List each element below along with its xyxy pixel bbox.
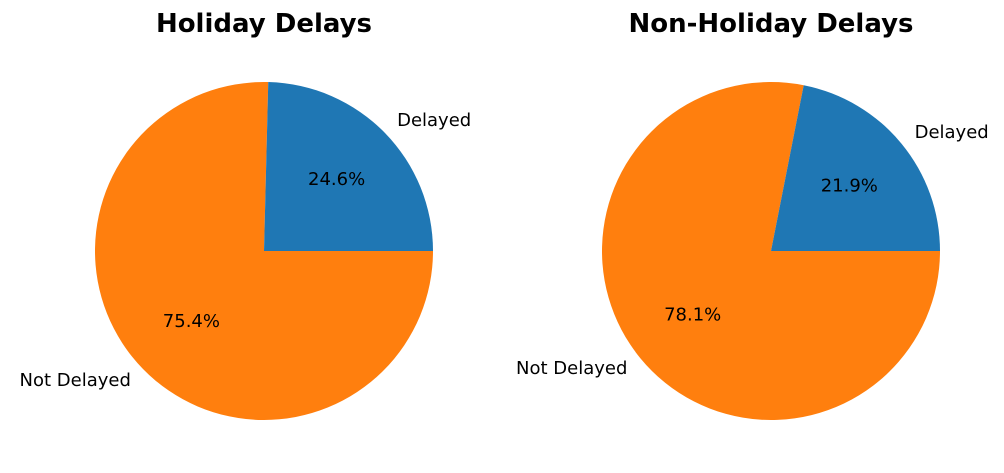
pie-chart-non-holiday: Non-Holiday Delays 21.9% Delayed 78.1% Not … — [516, 9, 989, 421]
chart-title: Holiday Delays — [156, 9, 372, 39]
pie-category-label: Not Delayed — [20, 370, 131, 391]
pie-category-label: Delayed — [397, 110, 471, 131]
pie-slice-delayed — [264, 82, 433, 251]
pie-slice-delayed — [771, 85, 940, 251]
pie-slice-not-delayed — [602, 82, 941, 421]
pie-slice-not-delayed — [95, 81, 434, 420]
pie-category-label: Not Delayed — [516, 358, 627, 379]
chart-title: Non-Holiday Delays — [628, 9, 913, 39]
pie-percent-label: 78.1% — [664, 304, 721, 325]
pie-percent-label: 21.9% — [821, 176, 878, 197]
pie-percent-label: 24.6% — [308, 169, 365, 190]
pie-category-label: Delayed — [915, 122, 989, 143]
pie-chart-holiday: Holiday Delays 24.6% Delayed 75.4% Not Dela… — [20, 9, 471, 420]
pie-percent-label: 75.4% — [163, 311, 220, 332]
